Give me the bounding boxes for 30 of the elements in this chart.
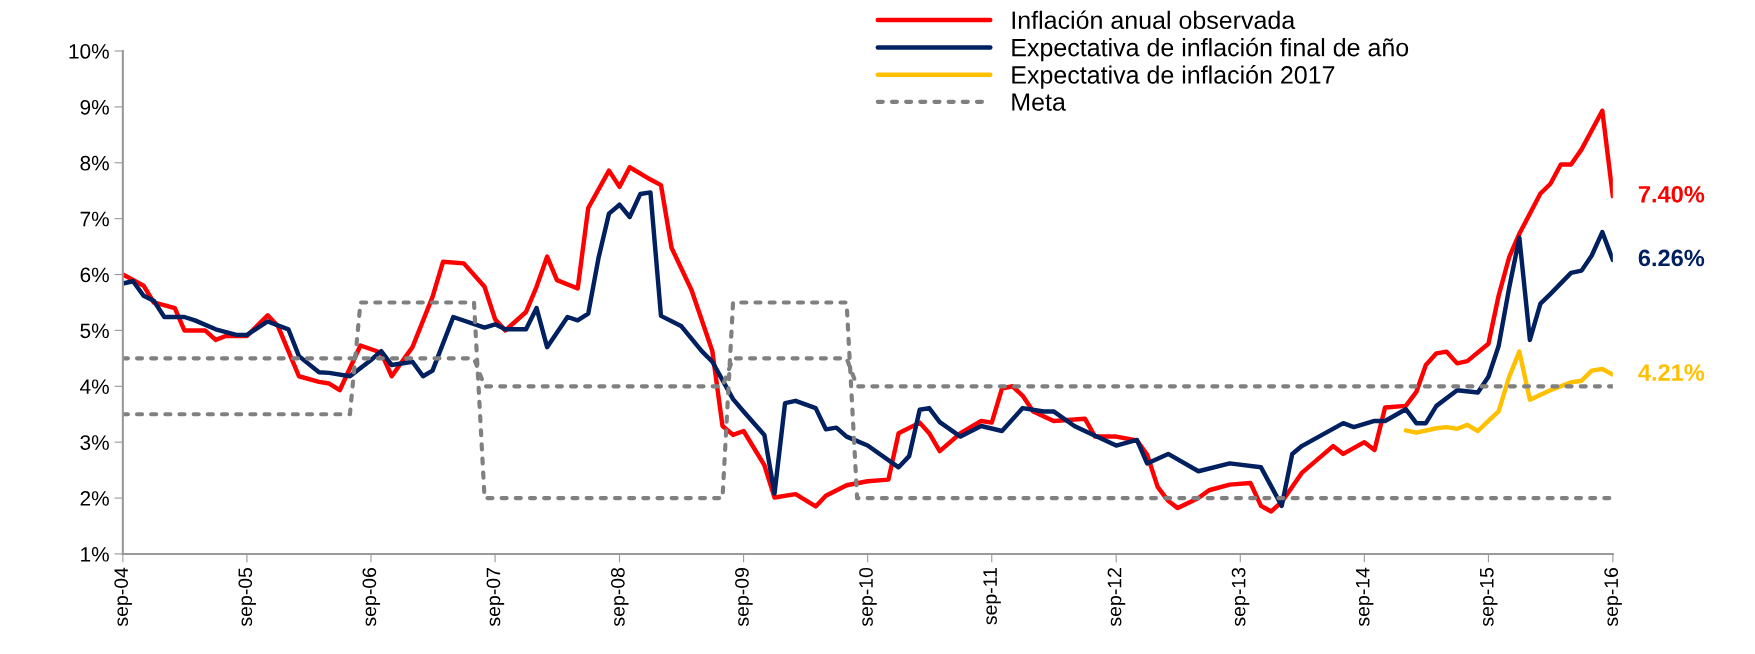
y-tick-label: 1% bbox=[81, 547, 109, 562]
x-tick-label: sep-04 bbox=[114, 567, 132, 627]
x-tick-label: sep-13 bbox=[1231, 567, 1250, 627]
annotation: 4.21% bbox=[1638, 364, 1705, 381]
x-tick-label: sep-07 bbox=[486, 568, 505, 627]
annotation: 6.26% bbox=[1638, 249, 1705, 267]
y-tick-label: 2% bbox=[80, 491, 109, 506]
legend-label: Expectativa de inflación 2017 bbox=[1012, 65, 1335, 89]
y-tick-label: 9% bbox=[80, 99, 109, 115]
legend-label: Meta bbox=[1012, 93, 1066, 111]
y-tick-label: 8% bbox=[80, 155, 109, 171]
y-tick-label: 3% bbox=[80, 435, 109, 450]
y-tick-label: 5% bbox=[80, 323, 109, 339]
legend-label: Inflación anual observada bbox=[1012, 10, 1296, 30]
x-tick-label: sep-06 bbox=[362, 567, 381, 627]
x-tick-label: sep-08 bbox=[610, 567, 629, 627]
y-tick-label: 6% bbox=[80, 267, 109, 283]
x-tick-label: sep-16 bbox=[1604, 567, 1622, 627]
annotation: 7.40% bbox=[1638, 185, 1705, 203]
y-tick-label: 4% bbox=[80, 379, 109, 394]
y-tick-label: 10% bbox=[69, 44, 109, 59]
y-tick-label: 7% bbox=[80, 211, 109, 227]
x-tick-label: sep-10 bbox=[859, 567, 877, 627]
x-tick-label: sep-15 bbox=[1480, 567, 1498, 627]
x-tick-label: sep-14 bbox=[1355, 567, 1374, 627]
x-tick-label: sep-11 bbox=[983, 568, 1001, 625]
x-tick-label: sep-05 bbox=[238, 567, 256, 627]
x-tick-label: sep-12 bbox=[1107, 568, 1126, 627]
legend-label: Expectativa de inflación final de año bbox=[1012, 37, 1409, 62]
x-tick-label: sep-09 bbox=[735, 568, 753, 627]
